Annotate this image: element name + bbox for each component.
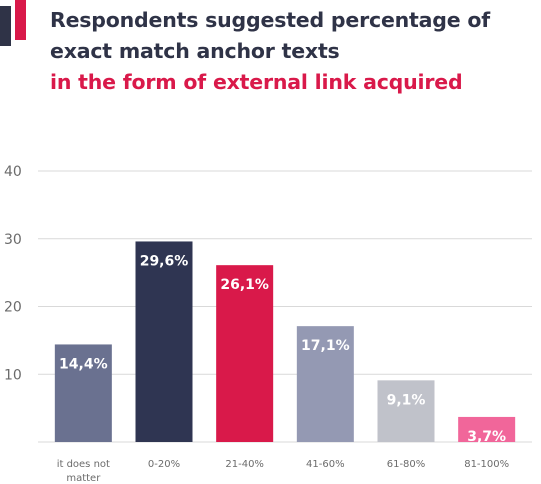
bar-data-label: 3,7%: [467, 429, 506, 445]
y-tick-label: 10: [4, 367, 22, 383]
title-line-2: exact match anchor texts: [50, 39, 340, 63]
bar: [296, 326, 354, 442]
title-line-1: Respondents suggested percentage of: [50, 8, 491, 32]
x-tick-label: 21-40%: [225, 459, 264, 470]
y-tick-label: 30: [4, 232, 22, 248]
title-line-3: in the form of external link acquired: [50, 70, 463, 94]
bar-chart: 10 20 30 40 14,4% it does not matter 29,6% 0-20%…: [4, 164, 532, 484]
y-tick-label: 20: [4, 300, 22, 316]
bar-data-label: 29,6%: [140, 253, 189, 269]
x-tick-label: 81-100%: [464, 459, 509, 470]
bar: [135, 241, 193, 442]
chart-title: Respondents suggested percentage of exac…: [50, 5, 538, 98]
x-tick-label: 0-20%: [148, 459, 180, 470]
bar: [377, 380, 435, 442]
x-tick-label: 41-60%: [306, 459, 345, 470]
title-accent-dark-bar: [0, 6, 11, 46]
title-accent-red-bar: [15, 0, 26, 40]
y-tick-label: 40: [4, 164, 22, 180]
bar: [54, 344, 112, 442]
x-tick-label: matter: [66, 473, 101, 484]
bar: [216, 265, 274, 442]
bar: [458, 416, 516, 442]
title-accent-decoration: [0, 0, 30, 46]
x-tick-label: it does not: [57, 459, 110, 470]
x-tick-label: 61-80%: [387, 459, 426, 470]
bar-data-label: 14,4%: [59, 356, 108, 372]
bar-data-label: 17,1%: [301, 338, 350, 354]
bar-data-label: 26,1%: [220, 277, 269, 293]
bar-data-label: 9,1%: [387, 392, 426, 408]
